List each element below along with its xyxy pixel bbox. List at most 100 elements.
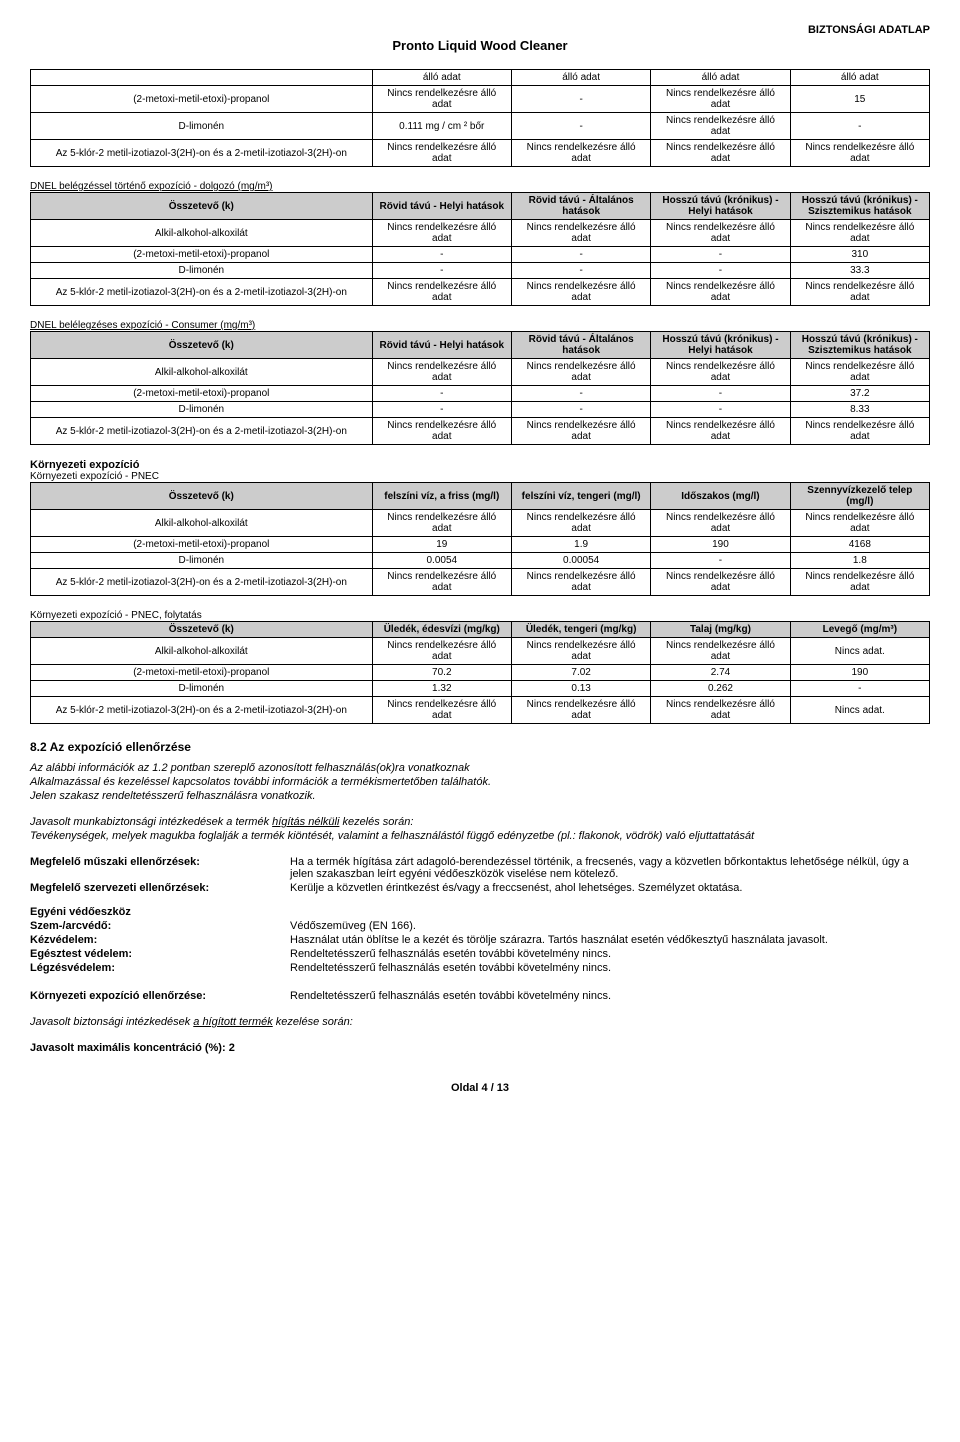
col-header: felszíni víz, a friss (mg/l) (372, 483, 511, 510)
table-1: álló adatálló adatálló adatálló adat(2-m… (30, 69, 930, 167)
value-cell: 37.2 (790, 386, 929, 402)
table-row: D-limonén0.111 mg / cm ² bőr-Nincs rende… (31, 113, 930, 140)
ingredient-cell: D-limonén (31, 402, 373, 418)
value-cell: 1.32 (372, 681, 511, 697)
value-cell: Nincs rendelkezésre álló adat (511, 359, 650, 386)
col-header: Levegő (mg/m³) (790, 622, 929, 638)
kv-label: Légzésvédelem: (30, 962, 290, 974)
kv-row: Megfelelő műszaki ellenőrzések:Ha a term… (30, 856, 930, 880)
table-3: Összetevő (k)Rövid távú - Helyi hatásokR… (30, 331, 930, 445)
col-header: Üledék, tengeri (mg/kg) (511, 622, 650, 638)
table-row: (2-metoxi-metil-etoxi)-propanol191.91904… (31, 537, 930, 553)
diluted-line: Javasolt biztonsági intézkedések a hígít… (30, 1016, 930, 1028)
value-cell: álló adat (651, 70, 790, 86)
value-cell: álló adat (372, 70, 511, 86)
ingredient-cell: D-limonén (31, 113, 373, 140)
value-cell: Nincs rendelkezésre álló adat (651, 279, 790, 306)
kv-value: Használat után öblítse le a kezét és tör… (290, 934, 930, 946)
col-header: Összetevő (k) (31, 622, 373, 638)
value-cell: 4168 (790, 537, 929, 553)
value-cell: 0.00054 (511, 553, 650, 569)
value-cell: Nincs rendelkezésre álló adat (651, 418, 790, 445)
table-row: Az 5-klór-2 metil-izotiazol-3(2H)-on és … (31, 140, 930, 167)
value-cell: - (651, 263, 790, 279)
ingredient-cell: Alkil-alkohol-alkoxilát (31, 638, 373, 665)
value-cell: Nincs rendelkezésre álló adat (511, 418, 650, 445)
value-cell: Nincs rendelkezésre álló adat (372, 220, 511, 247)
kv-label: Egésztest védelem: (30, 948, 290, 960)
col-header: Talaj (mg/kg) (651, 622, 790, 638)
para-5: Tevékenységek, melyek magukba foglalják … (30, 830, 930, 842)
col-header: Hosszú távú (krónikus) - Helyi hatások (651, 332, 790, 359)
ppe-block: Szem-/arcvédő:Védőszemüveg (EN 166). Kézv… (30, 920, 930, 974)
value-cell: Nincs rendelkezésre álló adat (651, 220, 790, 247)
ingredient-cell: (2-metoxi-metil-etoxi)-propanol (31, 537, 373, 553)
value-cell: 0.111 mg / cm ² bőr (372, 113, 511, 140)
value-cell: 190 (790, 665, 929, 681)
table-3-caption: DNEL belélegzéses expozíció - Consumer (… (30, 320, 930, 331)
env-control-label: Környezeti expozíció ellenőrzése: (30, 990, 290, 1002)
value-cell: álló adat (790, 70, 929, 86)
value-cell: Nincs rendelkezésre álló adat (790, 220, 929, 247)
value-cell: Nincs rendelkezésre álló adat (651, 113, 790, 140)
value-cell: Nincs rendelkezésre álló adat (372, 510, 511, 537)
ingredient-cell: D-limonén (31, 263, 373, 279)
kv-row: Szem-/arcvédő:Védőszemüveg (EN 166). (30, 920, 930, 932)
value-cell: Nincs rendelkezésre álló adat (372, 569, 511, 596)
kv-label: Kézvédelem: (30, 934, 290, 946)
col-header: Rövid távú - Általános hatások (511, 193, 650, 220)
value-cell: 7.02 (511, 665, 650, 681)
col-header: Hosszú távú (krónikus) - Szisztemikus ha… (790, 332, 929, 359)
ingredient-cell: D-limonén (31, 681, 373, 697)
value-cell: Nincs rendelkezésre álló adat (372, 279, 511, 306)
value-cell: Nincs rendelkezésre álló adat (511, 279, 650, 306)
value-cell: - (511, 113, 650, 140)
table-row: Az 5-klór-2 metil-izotiazol-3(2H)-on és … (31, 418, 930, 445)
col-header: Hosszú távú (krónikus) - Helyi hatások (651, 193, 790, 220)
kv-label: Megfelelő műszaki ellenőrzések: (30, 856, 290, 880)
col-header: Összetevő (k) (31, 483, 373, 510)
diluted-b: kezelése során: (273, 1016, 353, 1028)
value-cell: 310 (790, 247, 929, 263)
para-4u: hígítás nélküli (272, 816, 339, 828)
value-cell: Nincs rendelkezésre álló adat (372, 86, 511, 113)
value-cell: - (511, 86, 650, 113)
kv-label: Megfelelő szervezeti ellenőrzések: (30, 882, 290, 894)
value-cell: - (790, 113, 929, 140)
table-row: D-limonén---33.3 (31, 263, 930, 279)
value-cell: - (372, 247, 511, 263)
kv-value: Kerülje a közvetlen érintkezést és/vagy … (290, 882, 930, 894)
table-row: (2-metoxi-metil-etoxi)-propanolNincs ren… (31, 86, 930, 113)
value-cell: Nincs rendelkezésre álló adat (511, 697, 650, 724)
value-cell: - (511, 386, 650, 402)
kv-row: Kézvédelem:Használat után öblítse le a k… (30, 934, 930, 946)
col-header: Rövid távú - Helyi hatások (372, 332, 511, 359)
value-cell: Nincs rendelkezésre álló adat (511, 638, 650, 665)
ppe-heading: Egyéni védőeszköz (30, 906, 930, 918)
para-1: Az alábbi információk az 1.2 pontban sze… (30, 762, 930, 774)
col-header: Szennyvízkezelő telep (mg/l) (790, 483, 929, 510)
para-4: Javasolt munkabiztonsági intézkedések a … (30, 816, 930, 828)
value-cell: Nincs rendelkezésre álló adat (651, 697, 790, 724)
col-header: felszíni víz, tengeri (mg/l) (511, 483, 650, 510)
value-cell: Nincs rendelkezésre álló adat (372, 638, 511, 665)
value-cell: - (511, 263, 650, 279)
kv-value: Rendeltetésszerű felhasználás esetén tov… (290, 948, 930, 960)
value-cell: 0.262 (651, 681, 790, 697)
value-cell: - (651, 402, 790, 418)
kv-row: Légzésvédelem:Rendeltetésszerű felhaszná… (30, 962, 930, 974)
value-cell: Nincs rendelkezésre álló adat (790, 569, 929, 596)
value-cell: 1.8 (790, 553, 929, 569)
table-row: D-limonén1.320.130.262- (31, 681, 930, 697)
value-cell: Nincs rendelkezésre álló adat (651, 359, 790, 386)
ingredient-cell: (2-metoxi-metil-etoxi)-propanol (31, 86, 373, 113)
ingredient-cell: Alkil-alkohol-alkoxilát (31, 220, 373, 247)
col-header: Összetevő (k) (31, 193, 373, 220)
value-cell: Nincs rendelkezésre álló adat (511, 569, 650, 596)
kv-row: Egésztest védelem:Rendeltetésszerű felha… (30, 948, 930, 960)
value-cell: Nincs rendelkezésre álló adat (372, 359, 511, 386)
table-row: D-limonén0.00540.00054-1.8 (31, 553, 930, 569)
table-row: (2-metoxi-metil-etoxi)-propanol70.27.022… (31, 665, 930, 681)
value-cell: Nincs rendelkezésre álló adat (511, 510, 650, 537)
table-row: D-limonén---8.33 (31, 402, 930, 418)
